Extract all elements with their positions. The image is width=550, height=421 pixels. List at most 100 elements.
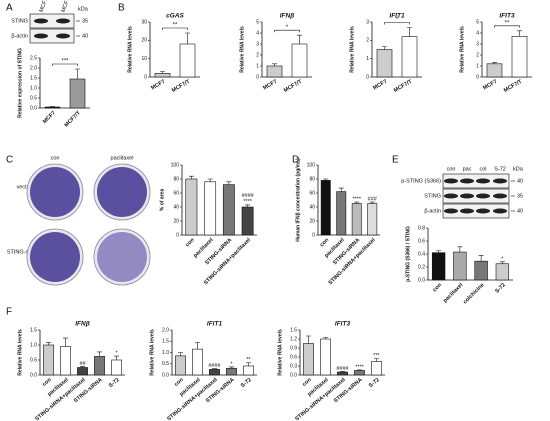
blot-band [34,33,48,39]
y-tick-label: 2.0 [162,327,169,333]
kda-label: 35 [82,18,88,24]
lane-label: con [447,166,456,172]
y-tick-label: 80 [309,176,315,182]
y-tick-label: 1.0 [162,350,169,356]
y-tick-label: 0 [312,232,315,238]
y-tick-label: 1.5 [162,339,169,345]
error-bar [457,246,463,253]
bar [209,369,220,376]
bar [60,346,71,376]
lane-label: MCF7/T [61,0,74,13]
error-bar [207,178,213,182]
bar [337,371,348,376]
y-tick-label: 3 [366,19,369,25]
y-tick-label: 0 [144,74,147,80]
error-bar [340,371,345,372]
blot-band [460,208,474,214]
bracket-label: *** [61,59,69,65]
error-bar [80,366,85,368]
error-bar [229,366,234,369]
y-tick-label: 20 [141,38,147,44]
y-tick-label: 0 [176,232,179,238]
row-label: β-actin [424,208,441,214]
y-tick-label: 100 [171,162,180,168]
bar [43,344,54,376]
bar [243,365,254,376]
bracket [162,27,188,30]
error-bar [246,362,251,366]
error-bar [323,178,329,181]
bar [204,181,217,236]
significance: ** [246,357,251,363]
x-tick-label: S-72 [368,377,381,389]
y-tick-label: 3 [256,41,259,47]
y-tick-label: 4 [476,30,479,36]
bar [376,49,393,78]
x-tick-label: S-72 [494,282,506,294]
y-tick-label: 100 [307,162,316,168]
bar [111,359,122,376]
x-tick-label: con [185,237,197,249]
error-bar [492,62,497,64]
bar [222,184,235,236]
y-axis-label: % of area [159,189,165,211]
y-tick-label: 60 [309,190,315,196]
significance: * [501,256,504,262]
error-bar [75,68,80,79]
y-tick-label: 0.4 [418,251,425,257]
x-tick-label: MCF7 [482,79,498,92]
error-bar [306,335,311,344]
error-bar [212,368,217,370]
y-axis-label: Relative RNA levels [127,26,133,73]
y-tick-label: 10 [141,56,147,62]
x-tick-label: MCF7 [262,79,278,92]
y-tick-label: 1.0 [30,85,37,91]
y-tick-label: 0.6 [290,354,297,360]
y-axis-label: Relative RNA levels [277,329,283,376]
chart-title: IFIT3 [335,321,351,328]
significance: #### [336,366,349,372]
x-tick-label: con [432,282,444,294]
blot-band [476,178,490,184]
panel-letter: F [6,307,12,318]
error-bar [478,255,484,262]
y-tick-label: 0.5 [162,361,169,367]
x-tick-label: con [41,377,53,388]
y-tick-label: 1 [256,63,259,69]
bar [266,65,283,78]
error-bar [354,201,360,204]
significance: **** [355,364,364,370]
y-tick-label: 0.0 [418,277,425,283]
bar [69,78,86,109]
y-tick-label: 5 [476,19,479,25]
y-tick-label: 2 [256,52,259,58]
chart-title: IFNβ [280,13,295,20]
kda-label: 40 [82,33,88,39]
chart-title: IFIT1 [389,13,405,20]
bar [154,73,171,78]
y-tick-label: 0.0 [30,105,37,111]
y-tick-label: 2 [366,38,369,44]
blot-band [476,193,490,199]
bar [94,356,105,376]
x-tick-label: con [319,237,331,249]
column-label: paclitaxel [111,155,134,161]
y-tick-label: 3 [476,41,479,47]
x-tick-label: MCF7/T [283,78,304,93]
bar [486,63,503,78]
y-tick-label: 20 [173,218,179,224]
bar [351,203,362,236]
error-bar [407,27,412,37]
bracket [274,29,300,33]
y-tick-label: 1 [366,56,369,62]
bar [336,191,347,236]
bar [320,338,331,376]
bar [226,367,237,376]
bar [175,355,186,376]
colony-stain [30,167,80,217]
lane-label: pac [463,166,472,172]
y-tick-label: 0.5 [30,95,37,101]
error-bar [185,32,190,44]
blot-band [34,18,48,24]
kda-header: kDa [513,166,524,172]
